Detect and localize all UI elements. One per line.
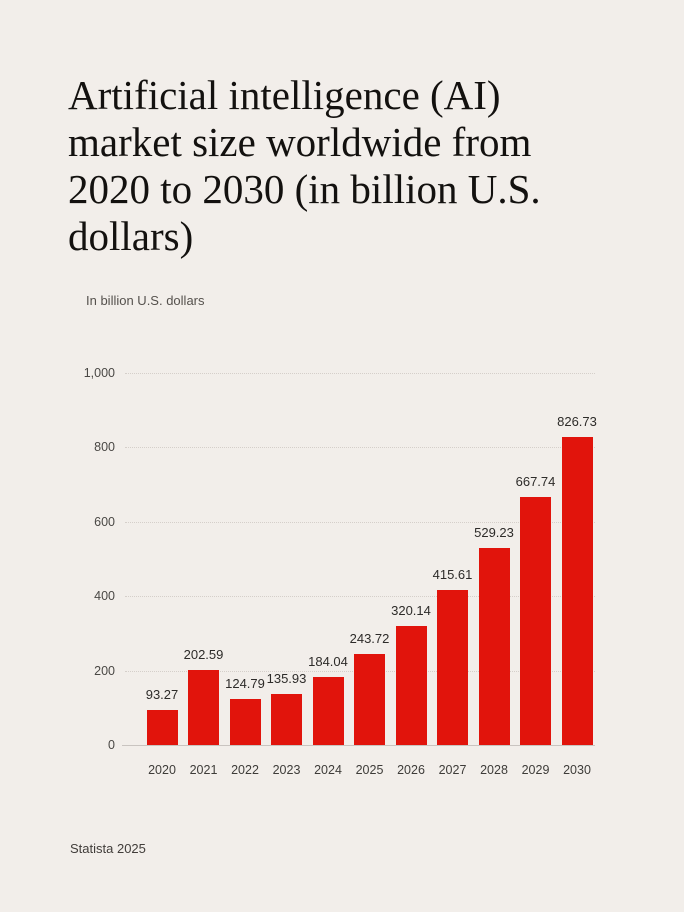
bar-value-label: 124.79 bbox=[225, 675, 265, 691]
y-tick-label: 400 bbox=[94, 589, 115, 604]
y-tick-label: 0 bbox=[108, 738, 115, 752]
bar bbox=[395, 625, 427, 745]
gridline bbox=[125, 521, 595, 523]
gridline bbox=[125, 596, 595, 598]
bar bbox=[229, 698, 261, 745]
y-tick-label: 1,000 bbox=[83, 366, 115, 380]
x-tick-label: 2029 bbox=[521, 763, 550, 777]
x-tick-label: 2028 bbox=[480, 763, 508, 777]
bar bbox=[271, 694, 302, 745]
bar-value-label: 415.61 bbox=[432, 567, 473, 583]
x-tick-label: 2022 bbox=[231, 763, 259, 777]
bar-value-label: 93.27 bbox=[145, 687, 179, 703]
chart-title: Artificial intelligence (AI) market size… bbox=[68, 72, 541, 259]
bar bbox=[478, 548, 510, 745]
x-axis-line bbox=[122, 745, 595, 746]
source-attribution: Statista 2025 bbox=[70, 841, 146, 856]
bar-value-label: 202.59 bbox=[183, 646, 224, 662]
y-tick-label: 600 bbox=[94, 514, 115, 529]
bar-value-label: 243.72 bbox=[349, 631, 390, 647]
x-tick-label: 2027 bbox=[438, 763, 467, 777]
bar bbox=[312, 676, 344, 745]
bar bbox=[437, 590, 468, 745]
x-tick-label: 2030 bbox=[563, 763, 591, 777]
x-tick-label: 2020 bbox=[148, 763, 176, 777]
bar-value-label: 184.04 bbox=[308, 653, 348, 669]
gridline bbox=[125, 373, 595, 374]
y-tick-label: 200 bbox=[94, 663, 115, 678]
x-tick-label: 2024 bbox=[314, 763, 342, 777]
x-tick-label: 2025 bbox=[355, 763, 384, 777]
bar-value-label: 826.73 bbox=[557, 414, 597, 430]
x-tick-label: 2023 bbox=[272, 763, 301, 777]
bar bbox=[561, 437, 593, 745]
y-tick-label: 800 bbox=[94, 440, 115, 455]
x-tick-label: 2021 bbox=[189, 763, 218, 777]
gridline bbox=[125, 447, 595, 449]
bar bbox=[354, 654, 385, 745]
bar-value-label: 667.74 bbox=[515, 473, 556, 489]
bar bbox=[520, 496, 551, 745]
bar bbox=[188, 669, 219, 745]
chart-unit-label: In billion U.S. dollars bbox=[86, 293, 205, 308]
bar-value-label: 135.93 bbox=[266, 671, 307, 687]
bar-value-label: 320.14 bbox=[391, 602, 431, 618]
bar-value-label: 529.23 bbox=[474, 525, 514, 541]
x-tick-label: 2026 bbox=[397, 763, 425, 777]
bar bbox=[146, 710, 178, 745]
